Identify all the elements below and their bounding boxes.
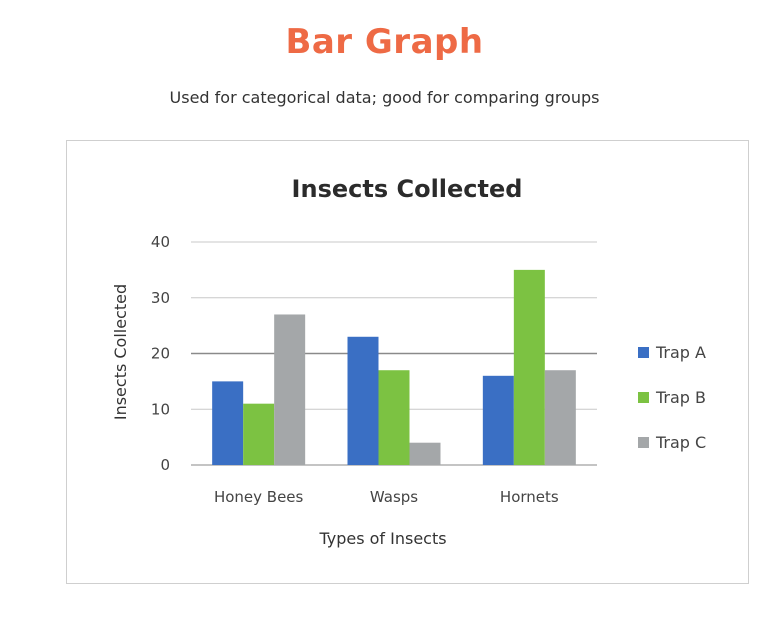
legend-swatch (638, 392, 649, 403)
bar (409, 442, 441, 465)
legend-swatch (638, 437, 649, 448)
y-tick-label: 10 (151, 400, 170, 418)
bar (212, 381, 244, 465)
legend-label: Trap A (655, 343, 706, 362)
y-tick-label: 40 (151, 233, 170, 251)
page-title: Bar Graph (285, 22, 484, 62)
bar-chart: Insects Collected 0 10 20 30 40 Honey Bees Wa… (111, 175, 706, 548)
bar (347, 336, 379, 465)
x-tick-label: Hornets (500, 488, 559, 506)
bar (274, 314, 306, 465)
y-tick-label: 20 (151, 345, 170, 363)
bars (212, 269, 576, 465)
bar (544, 370, 576, 465)
x-tick-labels: Honey Bees Wasps Hornets (214, 488, 559, 506)
legend-swatch (638, 347, 649, 358)
legend-label: Trap C (655, 433, 706, 452)
x-tick-label: Wasps (370, 488, 418, 506)
bar (243, 403, 275, 465)
y-tick-label: 30 (151, 289, 170, 307)
y-tick-label: 0 (160, 456, 170, 474)
legend-label: Trap B (655, 388, 706, 407)
legend: Trap A Trap B Trap C (638, 343, 706, 452)
chart-title: Insects Collected (292, 175, 523, 203)
bar (378, 370, 410, 465)
chart-frame: Insects Collected 0 10 20 30 40 Honey Bees Wa… (66, 140, 749, 584)
x-axis-title: Types of Insects (318, 529, 446, 548)
bar (513, 269, 545, 465)
page-subtitle: Used for categorical data; good for comp… (169, 88, 600, 107)
y-tick-labels: 0 10 20 30 40 (151, 233, 170, 474)
y-axis-title: Insects Collected (111, 284, 130, 420)
bar (482, 375, 514, 465)
x-tick-label: Honey Bees (214, 488, 304, 506)
